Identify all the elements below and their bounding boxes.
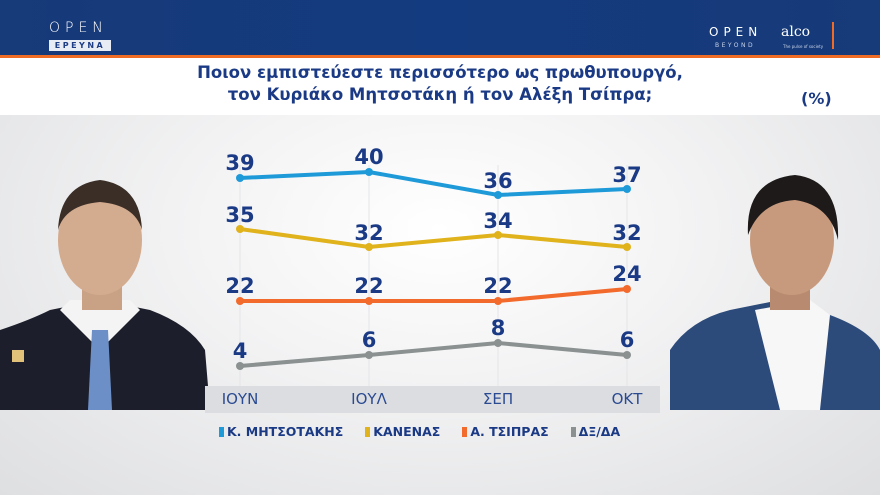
legend-label: Α. ΤΣΙΠΡΑΣ bbox=[470, 424, 549, 439]
series-kanenas bbox=[236, 225, 631, 251]
alco-logo: alco bbox=[781, 24, 811, 40]
legend-swatch-icon bbox=[462, 426, 468, 437]
x-tick-3: ΟΚΤ bbox=[611, 390, 643, 408]
label-tsipras-2: 22 bbox=[483, 274, 512, 298]
open-erevna-badge: ΕΡΕΥΝΑ bbox=[49, 40, 111, 51]
data-labels: 39 40 36 37 35 32 34 32 22 22 22 24 4 6 … bbox=[225, 145, 641, 363]
chart-title: Ποιον εμπιστεύεστε περισσότερο ως πρωθυπ… bbox=[0, 62, 880, 106]
label-kanenas-0: 35 bbox=[225, 203, 254, 227]
vertical-guides bbox=[239, 165, 628, 386]
label-dxda-1: 6 bbox=[362, 328, 377, 352]
label-mitsotakis-1: 40 bbox=[354, 145, 383, 169]
title-background bbox=[0, 58, 880, 115]
chart-background bbox=[0, 115, 880, 495]
label-mitsotakis-2: 36 bbox=[483, 169, 512, 193]
label-tsipras-0: 22 bbox=[225, 274, 254, 298]
x-tick-0: ΙΟΥΝ bbox=[221, 390, 259, 408]
label-dxda-0: 4 bbox=[233, 339, 248, 363]
legend-item-tsipras: Α. ΤΣΙΠΡΑΣ bbox=[462, 424, 549, 439]
legend-swatch-icon bbox=[570, 426, 576, 437]
label-dxda-3: 6 bbox=[620, 328, 635, 352]
legend-swatch-icon bbox=[365, 426, 371, 437]
legend-label: ΚΑΝΕΝΑΣ bbox=[373, 424, 441, 439]
label-kanenas-1: 32 bbox=[354, 221, 383, 245]
tsipras-photo bbox=[670, 175, 880, 410]
title-line-1: Ποιον εμπιστεύεστε περισσότερο ως πρωθυπ… bbox=[197, 63, 683, 82]
alco-tagline: The pulse of society bbox=[783, 44, 824, 49]
series-mitsotakis bbox=[236, 168, 631, 199]
label-dxda-2: 8 bbox=[491, 316, 506, 340]
series-tsipras bbox=[236, 285, 631, 305]
open-beyond-logo: OPEN bbox=[709, 25, 763, 39]
legend-item-mitsotakis: Κ. ΜΗΤΣΟΤΑΚΗΣ bbox=[219, 424, 343, 439]
header-accent-line bbox=[0, 55, 880, 58]
chart-legend: Κ. ΜΗΤΣΟΤΑΚΗΣ ΚΑΝΕΝΑΣ Α. ΤΣΙΠΡΑΣ ΔΞ/ΔΑ bbox=[219, 424, 620, 439]
x-axis-bar bbox=[205, 386, 660, 413]
beyond-label: BEYOND bbox=[715, 42, 756, 49]
label-kanenas-3: 32 bbox=[612, 221, 641, 245]
legend-label: ΔΞ/ΔΑ bbox=[578, 424, 621, 439]
legend-item-dxda: ΔΞ/ΔΑ bbox=[570, 424, 621, 439]
label-tsipras-3: 24 bbox=[612, 262, 641, 286]
x-tick-1: ΙΟΥΛ bbox=[351, 390, 387, 408]
label-tsipras-1: 22 bbox=[354, 274, 383, 298]
open-logo: OPEN bbox=[49, 20, 108, 36]
label-mitsotakis-0: 39 bbox=[225, 151, 254, 175]
unit-label: (%) bbox=[801, 89, 832, 108]
legend-label: Κ. ΜΗΤΣΟΤΑΚΗΣ bbox=[227, 424, 344, 439]
header-bar bbox=[0, 0, 880, 55]
label-kanenas-2: 34 bbox=[483, 209, 512, 233]
title-line-2: τον Κυριάκο Μητσοτάκη ή τον Αλέξη Τσίπρα… bbox=[227, 85, 653, 104]
x-tick-2: ΣΕΠ bbox=[482, 390, 514, 408]
logo-divider bbox=[832, 22, 834, 49]
mitsotakis-photo bbox=[0, 180, 210, 410]
legend-swatch-icon bbox=[219, 426, 224, 437]
label-mitsotakis-3: 37 bbox=[612, 163, 641, 187]
legend-item-kanenas: ΚΑΝΕΝΑΣ bbox=[365, 424, 440, 439]
series-dxda bbox=[236, 339, 631, 370]
